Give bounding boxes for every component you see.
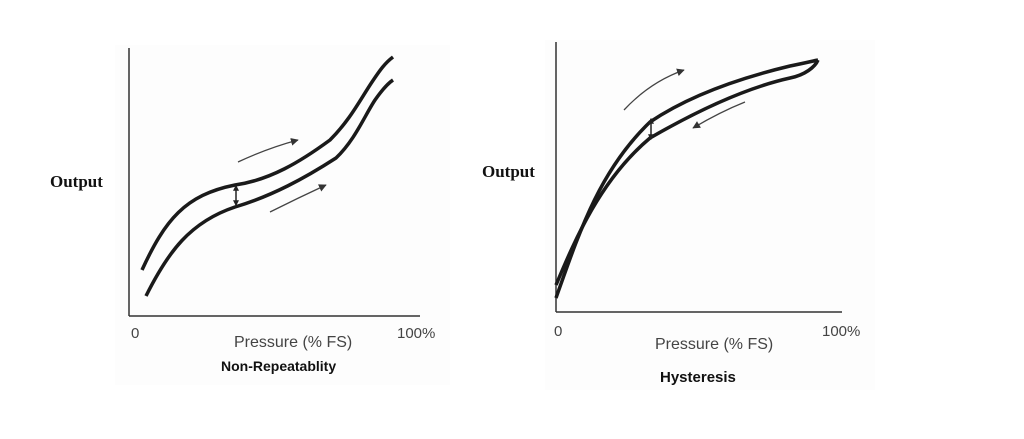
ascending-curve (554, 58, 819, 299)
lower-curve (144, 78, 395, 297)
hysteresis-panel (545, 40, 875, 390)
right-y-axis-label: Output (482, 162, 535, 181)
upper-curve (140, 55, 395, 271)
descending-curve (554, 59, 820, 286)
down-direction-arrow (269, 184, 327, 213)
right-x-tick-start: 0 (554, 323, 562, 340)
non-repeatability-diagram: 0 100% Pressure (% FS) Non-Repeatablity (128, 48, 435, 374)
left-x-tick-end: 100% (397, 325, 435, 342)
loading-direction-arrow (623, 68, 685, 111)
right-caption: Hysteresis (660, 369, 736, 386)
left-x-axis-label: Pressure (% FS) (234, 334, 352, 351)
hysteresis-diagram: 0 100% Pressure (% FS) Hysteresis (554, 42, 860, 386)
non-repeatability-panel (115, 45, 450, 385)
left-caption: Non-Repeatablity (221, 358, 336, 374)
unloading-direction-arrow (692, 101, 746, 129)
right-x-tick-end: 100% (822, 323, 860, 340)
left-x-tick-start: 0 (131, 325, 139, 342)
up-direction-arrow (237, 138, 299, 163)
left-y-axis-label: Output (50, 172, 103, 191)
right-x-axis-label: Pressure (% FS) (655, 336, 773, 353)
